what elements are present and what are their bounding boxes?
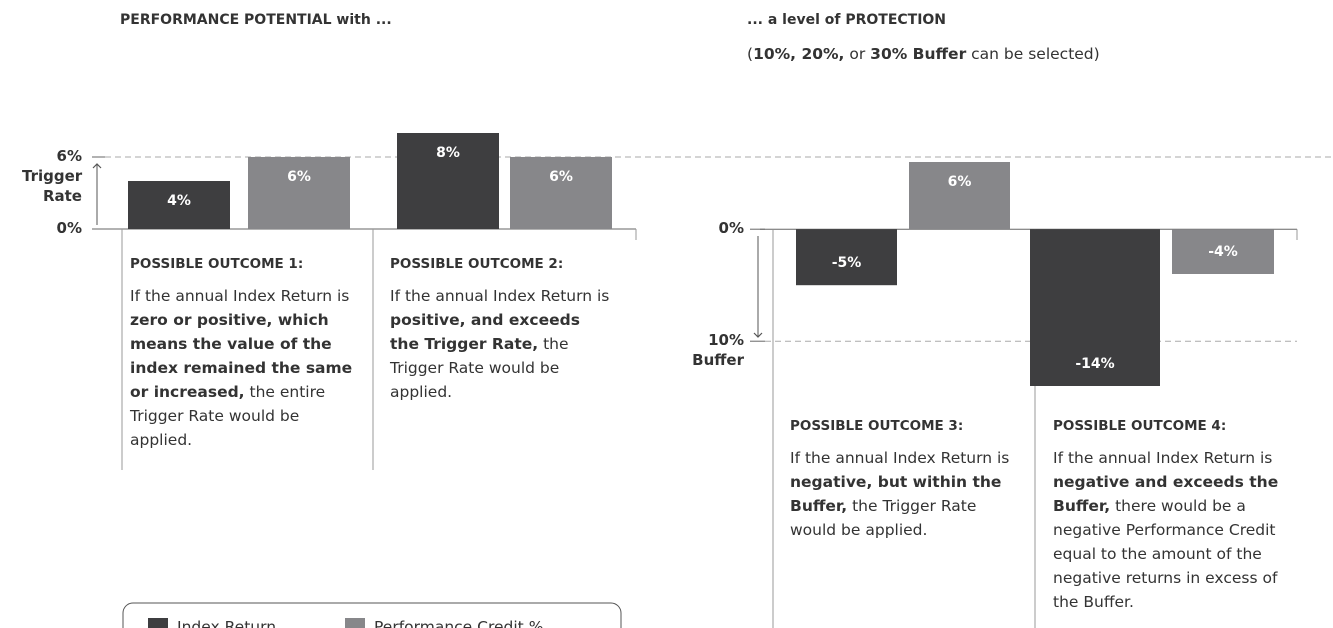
text-run: If the annual Index Return is bbox=[390, 287, 610, 305]
value-label: 4% bbox=[167, 193, 191, 209]
reference-label: Buffer bbox=[692, 351, 744, 370]
bar bbox=[510, 157, 612, 229]
outcome-description: If the annual Index Return is negative, … bbox=[790, 446, 1020, 542]
text-run: positive, and exceeds the Trigger Rate, bbox=[390, 311, 580, 353]
bar bbox=[1030, 229, 1160, 386]
text-run: the entire Trigger Rate would be applied… bbox=[130, 383, 326, 449]
bar bbox=[909, 162, 1010, 230]
text-run: there would be a negative Performance Cr… bbox=[1053, 497, 1278, 611]
chart-title: PERFORMANCE POTENTIAL with ... bbox=[120, 12, 392, 28]
text-run: 10%, 20%, bbox=[753, 45, 845, 63]
legend-label: Performance Credit % bbox=[374, 618, 544, 628]
value-label: -14% bbox=[1075, 356, 1115, 372]
bar bbox=[248, 157, 350, 229]
text-run: zero or positive, which means the value … bbox=[130, 311, 353, 401]
y-tick-label: 0% bbox=[718, 219, 744, 238]
value-label: 6% bbox=[549, 169, 573, 185]
text-run: or bbox=[844, 45, 871, 63]
text-run: the Trigger Rate would be applied. bbox=[790, 497, 977, 539]
outcome-description: If the annual Index Return is positive, … bbox=[390, 284, 610, 404]
outcome-description: If the annual Index Return is zero or po… bbox=[130, 284, 358, 452]
text-run: If the annual Index Return is bbox=[130, 287, 350, 305]
value-label: 6% bbox=[947, 174, 972, 190]
outcome-heading: POSSIBLE OUTCOME 4: bbox=[1053, 418, 1227, 434]
text-run: negative and exceeds the Buffer, bbox=[1053, 473, 1279, 515]
legend-box bbox=[122, 602, 622, 628]
y-tick-label: 6% bbox=[56, 147, 82, 165]
y-tick-label: 0% bbox=[56, 219, 82, 237]
bar bbox=[1172, 229, 1274, 274]
value-label: -4% bbox=[1208, 244, 1238, 260]
value-label: -5% bbox=[831, 255, 862, 272]
outcome-heading: POSSIBLE OUTCOME 2: bbox=[390, 256, 564, 272]
legend-swatch bbox=[148, 618, 168, 628]
text-run: 30% Buffer bbox=[870, 45, 967, 63]
legend-label: Index Return bbox=[177, 618, 277, 628]
value-label: 6% bbox=[287, 169, 311, 185]
bar bbox=[796, 229, 897, 286]
chart-title: ... a level of PROTECTION bbox=[747, 12, 947, 28]
outcome-description: If the annual Index Return is negative a… bbox=[1053, 446, 1298, 614]
text-run: negative, but within the Buffer, bbox=[790, 473, 1002, 515]
bar bbox=[128, 181, 230, 229]
text-run: ( bbox=[747, 45, 754, 63]
y-tick-label: 10% bbox=[708, 331, 744, 350]
text-run: If the annual Index Return is bbox=[790, 449, 1010, 467]
outcome-heading: POSSIBLE OUTCOME 1: bbox=[130, 256, 304, 272]
text-run: the Trigger Rate would be applied. bbox=[390, 335, 569, 401]
chart-subtitle: (10%, 20%, or 30% Buffer can be selected… bbox=[747, 42, 1100, 66]
value-label: 8% bbox=[436, 145, 460, 161]
text-run: can be selected) bbox=[966, 45, 1100, 63]
outcome-heading: POSSIBLE OUTCOME 3: bbox=[790, 418, 964, 434]
text-run: If the annual Index Return is bbox=[1053, 449, 1273, 467]
legend-swatch bbox=[345, 618, 365, 628]
bar bbox=[397, 133, 499, 229]
reference-label: Trigger Rate bbox=[22, 167, 83, 205]
